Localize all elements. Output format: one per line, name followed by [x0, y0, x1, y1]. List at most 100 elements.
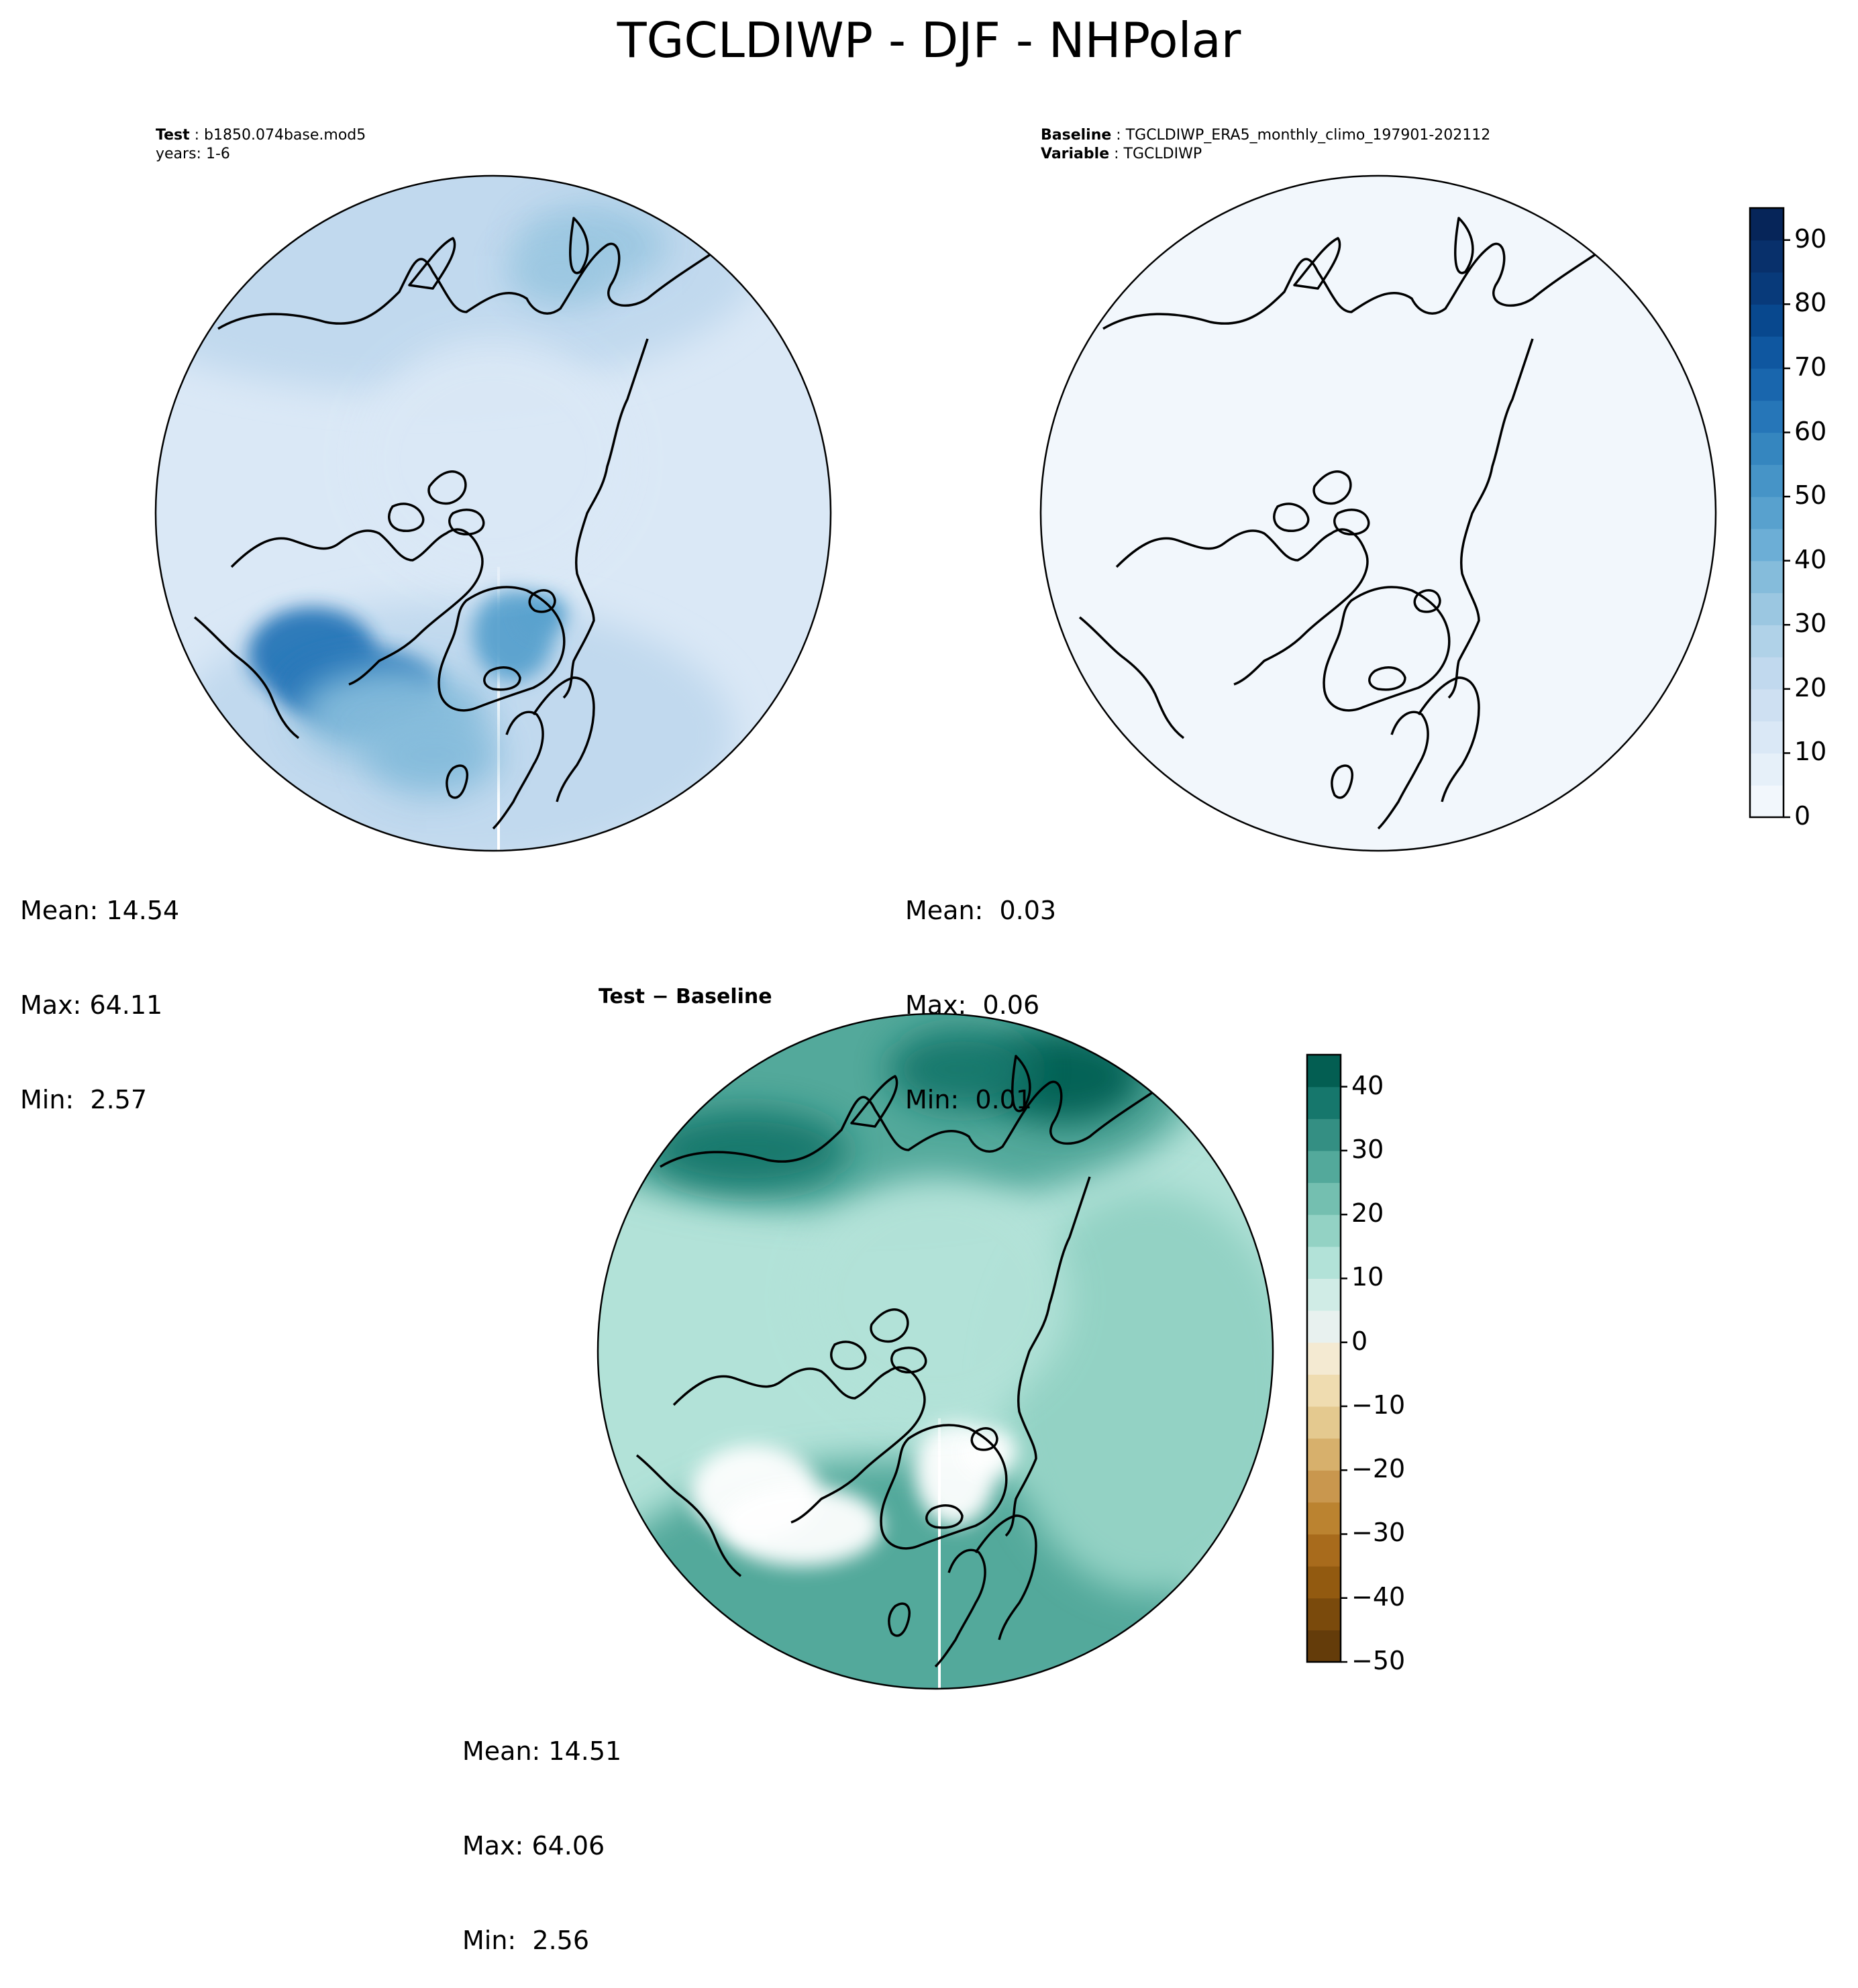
- test-header: Test : b1850.074base.mod5 years: 1-6: [156, 127, 366, 162]
- test-map-border: [154, 174, 832, 852]
- test-header-years: years: 1-6: [156, 146, 230, 162]
- baseline-colorbar-segment: [1750, 721, 1784, 754]
- baseline-variable-label: Variable: [1041, 146, 1110, 162]
- baseline-colorbar-segment: [1750, 496, 1784, 529]
- baseline-colorbar-segment: [1750, 240, 1784, 273]
- diff-colorbar-segment: [1307, 1406, 1341, 1439]
- diff-colorbar-segment: [1307, 1566, 1341, 1599]
- test-stat-max: Max: 64.11: [20, 990, 163, 1020]
- baseline-colorbar-tick-label: 50: [1794, 480, 1827, 511]
- baseline-colorbar-segment: [1750, 560, 1784, 594]
- baseline-colorbar: [1749, 207, 1790, 819]
- diff-stat-max: Max: 64.06: [462, 1831, 605, 1861]
- diff-stats: Mean: 14.51 Max: 64.06 Min: 2.56: [462, 1673, 621, 1988]
- baseline-stat-mean: Mean: 0.03: [905, 896, 1057, 925]
- diff-colorbar-tick-label: 10: [1351, 1262, 1384, 1292]
- baseline-colorbar-segment: [1750, 528, 1784, 562]
- diff-field-0: [647, 1110, 848, 1190]
- base-map: [1041, 176, 1716, 851]
- diff-field-1: [962, 1428, 1016, 1475]
- diff-colorbar-tick-label: 20: [1351, 1198, 1384, 1228]
- baseline-colorbar-segment: [1750, 625, 1784, 658]
- diff-map-border: [597, 1012, 1274, 1690]
- baseline-colorbar-tick-label: 80: [1794, 288, 1827, 318]
- baseline-colorbar-segment: [1750, 432, 1784, 465]
- test-stat-min: Min: 2.57: [20, 1085, 147, 1114]
- diff-colorbar-segment: [1307, 1118, 1341, 1151]
- diff-colorbar-tick-label: −50: [1351, 1646, 1406, 1675]
- baseline-stats: Mean: 0.03 Max: 0.06 Min: 0.01: [905, 832, 1056, 1147]
- baseline-colorbar-segment: [1750, 208, 1784, 241]
- diff-stat-min: Min: 2.56: [462, 1926, 589, 1955]
- diff-colorbar-segment: [1307, 1438, 1341, 1471]
- diff-colorbar-tick-label: 30: [1351, 1134, 1384, 1164]
- diff-colorbar-tick-label: −20: [1351, 1454, 1406, 1484]
- base-map-background: [1041, 176, 1716, 851]
- diff-colorbar-segment: [1307, 1055, 1341, 1088]
- diff-colorbar: [1306, 1053, 1347, 1663]
- diff-map: [598, 1014, 1273, 1689]
- baseline-colorbar-tick-label: 20: [1794, 672, 1827, 702]
- baseline-colorbar-segment: [1750, 368, 1784, 401]
- diff-colorbar-segment: [1307, 1342, 1341, 1375]
- diff-colorbar-segment: [1307, 1086, 1341, 1119]
- diff-colorbar-segment: [1307, 1598, 1341, 1630]
- diff-field-0: [801, 1177, 1070, 1418]
- diff-title: Test − Baseline: [599, 985, 772, 1008]
- diff-field-1: [888, 1029, 1036, 1110]
- diff-colorbar-tick-label: 40: [1351, 1070, 1384, 1100]
- figure-suptitle: TGCLDIWP - DJF - NHPolar: [617, 12, 1241, 68]
- baseline-colorbar-segment: [1750, 753, 1784, 786]
- figure-canvas: [154, 174, 1790, 1690]
- baseline-colorbar-tick-label: 60: [1794, 416, 1827, 446]
- diff-colorbar-segment: [1307, 1150, 1341, 1184]
- baseline-colorbar-segment: [1750, 785, 1784, 818]
- baseline-colorbar-segment: [1750, 657, 1784, 690]
- base-map-border: [1039, 174, 1717, 852]
- diff-colorbar-segment: [1307, 1502, 1341, 1535]
- test-map: [156, 176, 831, 851]
- baseline-colorbar-tick-label: 30: [1794, 609, 1827, 639]
- diff-colorbar-segment: [1307, 1534, 1341, 1567]
- baseline-colorbar-segment: [1750, 464, 1784, 497]
- baseline-stat-max: Max: 0.06: [905, 990, 1040, 1020]
- diff-colorbar-segment: [1307, 1246, 1341, 1279]
- baseline-colorbar-frame: [1749, 207, 1785, 819]
- baseline-colorbar-segment: [1750, 688, 1784, 722]
- baseline-colorbar-tick-label: 70: [1794, 352, 1827, 382]
- test-header-label: Test: [156, 127, 190, 144]
- test-stat-mean: Mean: 14.54: [20, 896, 180, 925]
- baseline-colorbar-tick-label: 0: [1794, 801, 1811, 831]
- baseline-stat-min: Min: 0.01: [905, 1085, 1032, 1114]
- baseline-colorbar-segment: [1750, 592, 1784, 625]
- baseline-colorbar-tick-label: 90: [1794, 223, 1827, 254]
- baseline-colorbar-segment: [1750, 400, 1784, 433]
- diff-stat-mean: Mean: 14.51: [462, 1736, 622, 1766]
- diff-colorbar-tick-label: −40: [1351, 1581, 1406, 1612]
- diff-colorbar-tick-label: 0: [1351, 1326, 1368, 1356]
- diff-colorbar-tick-label: −30: [1351, 1518, 1406, 1548]
- baseline-colorbar-tick-label: 10: [1794, 737, 1827, 767]
- baseline-colorbar-segment: [1750, 272, 1784, 305]
- baseline-colorbar-segment: [1750, 304, 1784, 337]
- diff-colorbar-segment: [1307, 1214, 1341, 1247]
- diff-field-east: [1002, 1190, 1273, 1593]
- diff-field-1: [721, 1485, 882, 1566]
- baseline-header: Baseline : TGCLDIWP_ERA5_monthly_climo_1…: [1041, 127, 1491, 162]
- test-field-0: [359, 339, 627, 580]
- baseline-variable-value: TGCLDIWP: [1123, 146, 1202, 162]
- diff-colorbar-segment: [1307, 1374, 1341, 1407]
- baseline-colorbar-tick-label: 40: [1794, 544, 1827, 574]
- test-header-value: b1850.074base.mod5: [204, 127, 366, 144]
- test-field-1: [366, 715, 500, 795]
- diff-colorbar-segment: [1307, 1278, 1341, 1311]
- baseline-colorbar-segment: [1750, 336, 1784, 369]
- baseline-header-value: TGCLDIWP_ERA5_monthly_climo_197901-20211…: [1125, 127, 1491, 144]
- diff-colorbar-frame: [1306, 1053, 1342, 1663]
- diff-colorbar-segment: [1307, 1310, 1341, 1343]
- diff-colorbar-segment: [1307, 1470, 1341, 1503]
- test-stats: Mean: 14.54 Max: 64.11 Min: 2.57: [20, 832, 179, 1147]
- diff-colorbar-tick-label: −10: [1351, 1390, 1406, 1420]
- baseline-header-label: Baseline: [1041, 127, 1112, 144]
- diff-colorbar-segment: [1307, 1630, 1341, 1663]
